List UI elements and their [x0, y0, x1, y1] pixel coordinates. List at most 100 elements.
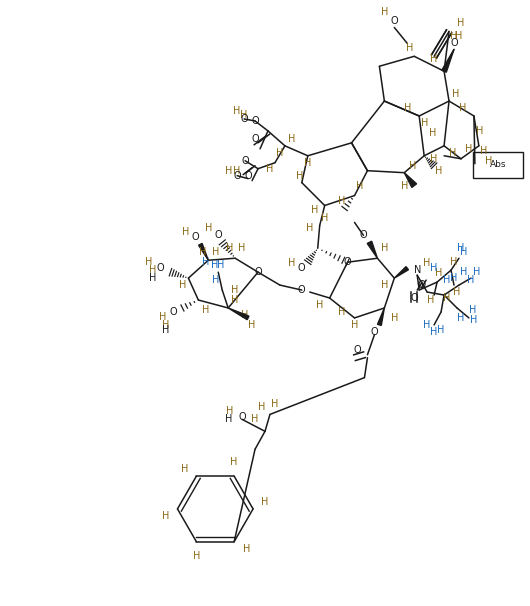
Text: H: H [480, 146, 488, 156]
Text: O: O [254, 267, 262, 277]
Text: H: H [217, 260, 224, 270]
Text: H: H [460, 267, 467, 277]
Text: H: H [465, 144, 473, 154]
Text: H: H [485, 156, 492, 166]
Text: H: H [201, 257, 209, 267]
Text: H: H [457, 313, 465, 323]
Text: H: H [473, 267, 481, 277]
Text: H: H [457, 243, 465, 253]
Text: H: H [391, 313, 398, 323]
Text: H: H [258, 402, 266, 413]
Text: H: H [225, 415, 232, 424]
Text: O: O [450, 38, 458, 48]
Text: O: O [241, 156, 249, 166]
Text: H: H [469, 305, 476, 315]
Text: H: H [338, 307, 345, 317]
Text: H: H [311, 205, 319, 216]
Text: H: H [436, 268, 443, 278]
Text: H: H [243, 544, 250, 554]
Text: H: H [304, 158, 312, 168]
Text: H: H [162, 325, 169, 335]
Text: O: O [410, 293, 418, 303]
Text: H: H [381, 7, 388, 16]
Text: H: H [181, 464, 188, 474]
Text: O: O [251, 134, 259, 144]
Text: H: H [266, 164, 273, 174]
Text: H: H [261, 497, 269, 507]
Text: H: H [232, 295, 239, 305]
Text: H: H [429, 128, 437, 138]
Polygon shape [377, 308, 384, 325]
Text: H: H [450, 32, 458, 41]
Text: O: O [170, 307, 178, 317]
Text: H: H [338, 196, 345, 205]
Text: H: H [351, 320, 358, 330]
Text: H: H [179, 280, 186, 290]
Text: H: H [226, 243, 234, 253]
Text: H: H [381, 280, 388, 290]
Text: H: H [211, 247, 219, 258]
Text: H: H [149, 265, 156, 275]
Text: H: H [205, 224, 212, 233]
Text: O: O [417, 280, 425, 290]
Text: O: O [391, 16, 398, 27]
Text: H: H [162, 511, 169, 521]
Polygon shape [404, 173, 417, 187]
Text: H: H [460, 247, 467, 258]
Text: H: H [145, 257, 152, 267]
Text: H: H [423, 258, 431, 268]
Text: H: H [251, 415, 259, 424]
Text: H: H [182, 227, 189, 238]
Text: H: H [444, 275, 450, 285]
Text: H: H [450, 273, 458, 283]
Text: H: H [233, 165, 241, 176]
Text: O: O [244, 171, 252, 181]
Text: H: H [288, 134, 296, 144]
Text: O: O [215, 230, 222, 241]
Text: O: O [344, 257, 351, 267]
Text: H: H [430, 327, 438, 337]
Text: O: O [191, 232, 199, 242]
Text: H: H [276, 148, 284, 158]
Text: H: H [211, 275, 219, 285]
Text: H: H [403, 103, 411, 113]
Text: O: O [370, 327, 378, 337]
Polygon shape [394, 267, 409, 278]
Text: N: N [413, 265, 421, 275]
Text: H: H [232, 285, 239, 295]
Text: H: H [467, 275, 474, 285]
Text: H: H [241, 110, 248, 120]
Text: O: O [157, 263, 164, 273]
Text: Abs: Abs [490, 160, 506, 169]
Text: H: H [470, 315, 478, 325]
Text: H: H [430, 263, 438, 273]
Text: H: H [149, 273, 156, 283]
Text: H: H [453, 287, 461, 297]
Text: H: H [423, 320, 431, 330]
Polygon shape [367, 241, 377, 258]
Text: H: H [306, 224, 313, 233]
Text: H: H [233, 106, 241, 116]
Text: H: H [381, 243, 388, 253]
Text: H: H [225, 165, 232, 176]
Text: H: H [444, 293, 450, 303]
Text: H: H [249, 320, 256, 330]
Text: H: H [162, 320, 169, 330]
Text: H: H [193, 551, 200, 561]
Text: O: O [360, 230, 367, 241]
Text: H: H [430, 55, 438, 64]
Text: O: O [251, 116, 259, 126]
Text: H: H [242, 310, 249, 320]
Text: H: H [405, 44, 413, 53]
Text: H: H [430, 154, 438, 164]
Text: O: O [354, 345, 361, 355]
Text: H: H [201, 305, 209, 315]
Text: H: H [271, 399, 279, 410]
Text: H: H [356, 181, 363, 191]
Text: O: O [233, 171, 241, 181]
Text: H: H [460, 103, 466, 113]
Text: H: H [452, 89, 460, 99]
Text: H: H [321, 213, 329, 224]
Text: H: H [457, 18, 465, 28]
Text: H: H [288, 258, 296, 268]
